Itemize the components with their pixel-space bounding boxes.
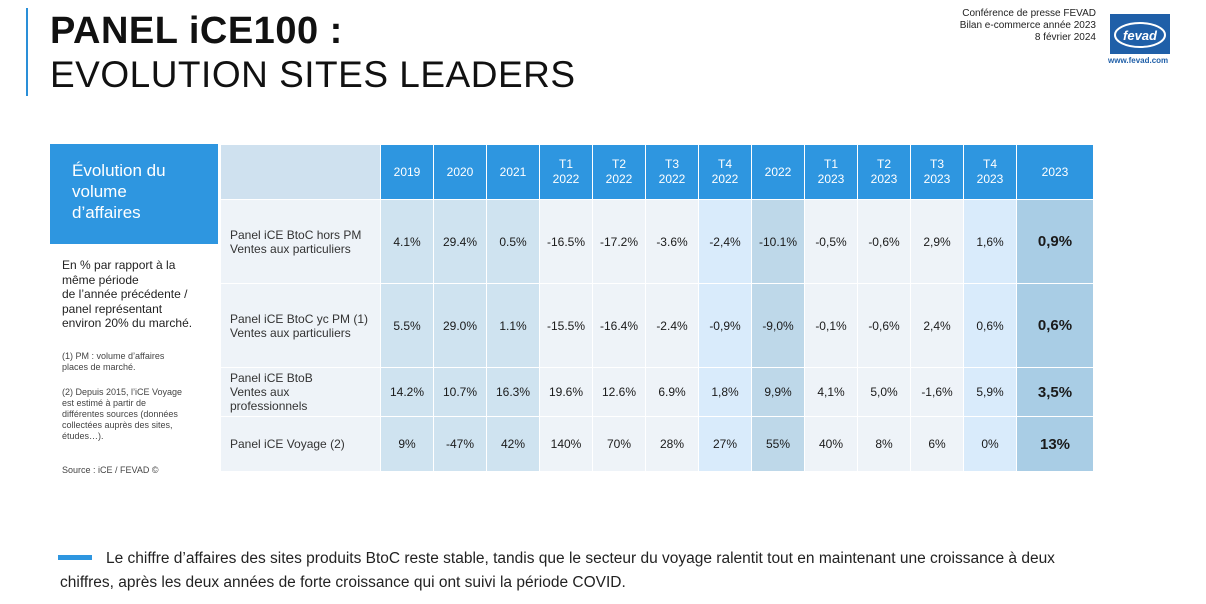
evolution-table: 2019 2020 2021 T1 2022 T2 2022 T3 2022 T… xyxy=(220,144,1094,472)
table-cell: 29.4% xyxy=(433,199,487,284)
table-cell: 5,9% xyxy=(963,367,1017,417)
table-cell: 9% xyxy=(380,416,434,472)
table-cell: -2.4% xyxy=(645,283,699,368)
table-cell: 8% xyxy=(857,416,911,472)
table-row: Panel iCE Voyage (2) 9% -47% 42% 140% 70… xyxy=(220,416,1094,472)
sidebar-note-voyage: (2) Depuis 2015, l’iCE Voyage est estimé… xyxy=(62,387,183,441)
logo-text: fevad xyxy=(1123,28,1158,43)
bullet-bar-icon xyxy=(58,555,92,560)
row-label: Panel iCE BtoC hors PM Ventes aux partic… xyxy=(220,199,381,284)
table-cell: 1,6% xyxy=(963,199,1017,284)
table-cell: -0,9% xyxy=(698,283,752,368)
table-cell: -15.5% xyxy=(539,283,593,368)
table-cell: -47% xyxy=(433,416,487,472)
table-cell: 9,9% xyxy=(751,367,805,417)
table-cell-total: 0,6% xyxy=(1016,283,1094,368)
table-header-row: 2019 2020 2021 T1 2022 T2 2022 T3 2022 T… xyxy=(220,144,1094,200)
col-header: 2021 xyxy=(486,144,540,200)
conference-report: Bilan e-commerce année 2023 xyxy=(959,20,1096,31)
col-header: 2022 xyxy=(751,144,805,200)
row-label: Panel iCE BtoC yc PM (1) Ventes aux part… xyxy=(220,283,381,368)
col-header: T4 2023 xyxy=(963,144,1017,200)
table-cell: -0,6% xyxy=(857,199,911,284)
header-corner xyxy=(220,144,381,200)
table-cell: -16.5% xyxy=(539,199,593,284)
table-cell: -2,4% xyxy=(698,199,752,284)
table-cell: -0,6% xyxy=(857,283,911,368)
table-cell: -3.6% xyxy=(645,199,699,284)
col-header: T4 2022 xyxy=(698,144,752,200)
page-subtitle: EVOLUTION SITES LEADERS xyxy=(50,54,576,95)
table-cell: 42% xyxy=(486,416,540,472)
sidebar-heading-box: Évolution du volume d’affaires xyxy=(50,144,218,244)
conference-info: Conférence de presse FEVAD Bilan e-comme… xyxy=(960,8,1096,44)
sidebar-heading: Évolution du volume d’affaires xyxy=(72,161,166,222)
col-header: T1 2023 xyxy=(804,144,858,200)
title-accent-line xyxy=(26,8,28,96)
table-cell-total: 13% xyxy=(1016,416,1094,472)
table-cell: 2,9% xyxy=(910,199,964,284)
table-cell: -16.4% xyxy=(592,283,646,368)
table-cell: 2,4% xyxy=(910,283,964,368)
table-cell: 6.9% xyxy=(645,367,699,417)
col-header: 2020 xyxy=(433,144,487,200)
table-row: Panel iCE BtoC yc PM (1) Ventes aux part… xyxy=(220,283,1094,368)
source-note: Source : iCE / FEVAD © xyxy=(62,465,159,475)
row-label: Panel iCE BtoB Ventes aux professionnels xyxy=(220,367,381,417)
conference-name: Conférence de presse FEVAD xyxy=(962,8,1096,19)
conclusion-text: Le chiffre d’affaires des sites produits… xyxy=(60,550,1055,591)
table-cell: 14.2% xyxy=(380,367,434,417)
table-cell-total: 3,5% xyxy=(1016,367,1094,417)
sidebar-note-main: En % par rapport à la même période de l’… xyxy=(62,258,193,330)
table-cell: 40% xyxy=(804,416,858,472)
table-row: Panel iCE BtoB Ventes aux professionnels… xyxy=(220,367,1094,417)
table-cell: -1,6% xyxy=(910,367,964,417)
table-cell: -0,1% xyxy=(804,283,858,368)
col-header: T2 2023 xyxy=(857,144,911,200)
fevad-logo-icon: fevad xyxy=(1110,14,1170,54)
table-cell: 10.7% xyxy=(433,367,487,417)
table-cell: 0.5% xyxy=(486,199,540,284)
col-header: 2023 xyxy=(1016,144,1094,200)
table-cell: 5,0% xyxy=(857,367,911,417)
table-cell: 0% xyxy=(963,416,1017,472)
conference-date: 8 février 2024 xyxy=(1034,32,1096,43)
table-cell-total: 0,9% xyxy=(1016,199,1094,284)
col-header: T3 2022 xyxy=(645,144,699,200)
table-cell: 19.6% xyxy=(539,367,593,417)
col-header: T3 2023 xyxy=(910,144,964,200)
table-cell: 27% xyxy=(698,416,752,472)
table-cell: -9,0% xyxy=(751,283,805,368)
col-header: T1 2022 xyxy=(539,144,593,200)
table-cell: 0,6% xyxy=(963,283,1017,368)
col-header: 2019 xyxy=(380,144,434,200)
page-title: PANEL iCE100 : xyxy=(50,10,343,52)
table-cell: 5.5% xyxy=(380,283,434,368)
table-cell: 1,8% xyxy=(698,367,752,417)
table-cell: 55% xyxy=(751,416,805,472)
col-header: T2 2022 xyxy=(592,144,646,200)
row-label: Panel iCE Voyage (2) xyxy=(220,416,381,472)
table-cell: 4.1% xyxy=(380,199,434,284)
table-cell: 4,1% xyxy=(804,367,858,417)
table-cell: 6% xyxy=(910,416,964,472)
table-cell: 28% xyxy=(645,416,699,472)
table-cell: 12.6% xyxy=(592,367,646,417)
table-cell: 140% xyxy=(539,416,593,472)
table-cell: -0,5% xyxy=(804,199,858,284)
table-cell: 29.0% xyxy=(433,283,487,368)
table-cell: 70% xyxy=(592,416,646,472)
table-cell: 16.3% xyxy=(486,367,540,417)
logo-url-link[interactable]: www.fevad.com xyxy=(1108,56,1169,65)
table-cell: -10.1% xyxy=(751,199,805,284)
table-cell: -17.2% xyxy=(592,199,646,284)
table-row: Panel iCE BtoC hors PM Ventes aux partic… xyxy=(220,199,1094,284)
sidebar-note-pm: (1) PM : volume d’affaires places de mar… xyxy=(62,351,165,372)
table-cell: 1.1% xyxy=(486,283,540,368)
